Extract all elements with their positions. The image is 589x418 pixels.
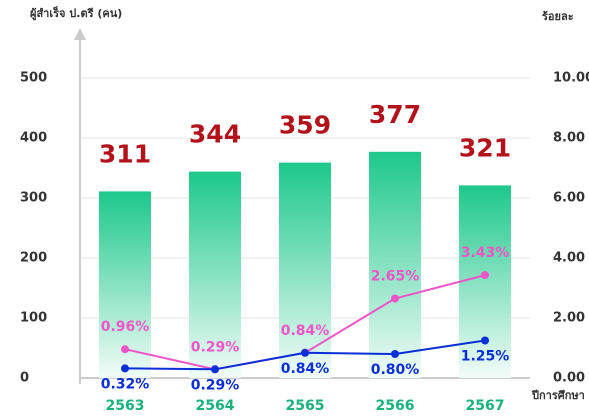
line-point [391,350,399,358]
y2-tick-label: 0.00 [553,371,585,386]
line-point [391,294,399,303]
y-tick-label: 200 [20,251,47,266]
y2-axis-title: ร้อยละ [542,10,574,23]
line-value-label: 0.80% [371,362,420,378]
x-tick-label: 2566 [376,398,415,414]
y2-tick-label: 8.00 [553,131,585,146]
y2-tick-label: 10.00 [553,71,589,86]
line-value-label: 0.29% [191,377,240,393]
y2-tick-label: 2.00 [553,311,585,326]
bar-value-label: 377 [369,100,421,129]
y2-tick-label: 6.00 [553,191,585,206]
line-value-label: 0.84% [281,323,330,339]
line-value-label: 0.29% [191,339,240,355]
bar-value-label: 311 [99,139,151,168]
y-tick-label: 300 [20,191,47,206]
bar-value-label: 359 [279,111,331,140]
line-point [121,345,129,354]
y-tick-label: 100 [20,311,47,326]
line-value-label: 3.43% [461,245,510,261]
x-tick-label: 2565 [286,398,325,414]
x-tick-label: 2567 [466,398,505,414]
y-tick-label: 500 [20,71,47,86]
line-point [301,348,309,357]
x-tick-label: 2564 [196,398,235,414]
y2-tick-label: 4.00 [553,251,585,266]
y-tick-label: 0 [20,371,29,386]
bar [369,151,421,378]
line-point [211,365,219,374]
line-point [121,364,129,373]
line-value-label: 0.84% [281,361,330,377]
y-axis-title: ผู้สำเร็จ ป.ตรี (คน) [30,6,122,21]
axis-arrow [74,28,86,40]
x-tick-label: 2563 [106,398,145,414]
line-point [481,271,489,280]
bar [279,162,331,378]
bar-value-label: 321 [459,133,511,162]
bar-value-label: 344 [189,120,241,149]
bar [189,171,241,378]
line-value-label: 0.96% [101,319,150,335]
line-value-label: 1.25% [461,349,510,365]
line-value-label: 2.65% [371,269,420,285]
y-tick-label: 400 [20,131,47,146]
line-value-label: 0.32% [101,376,150,392]
x-axis-title: ปีการศึกษา [531,389,585,402]
line-point [481,336,489,345]
bar [459,185,511,378]
